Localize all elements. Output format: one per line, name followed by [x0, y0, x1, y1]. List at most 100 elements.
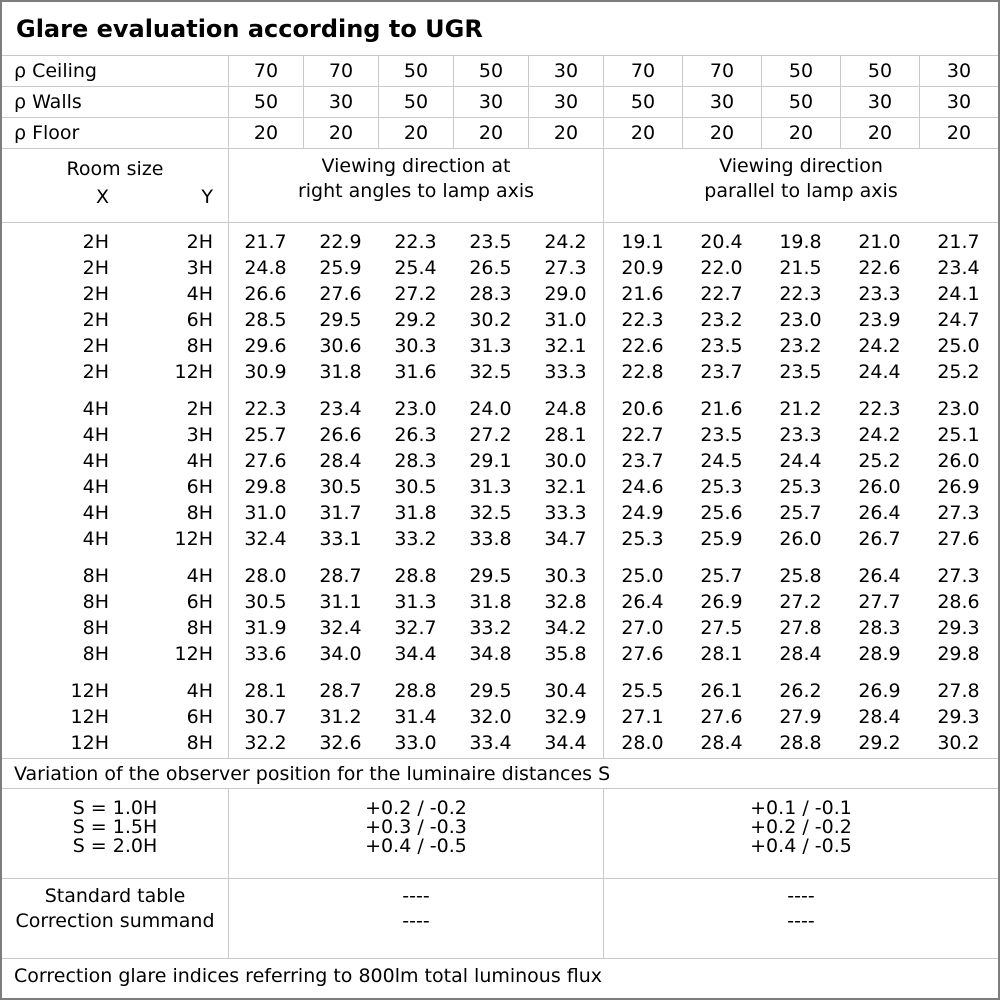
reflectance-value-cell: 30 — [682, 87, 761, 117]
ugr-value-cell: 34.4 — [394, 643, 437, 665]
ugr-value-cell: 23.2 — [779, 335, 822, 357]
ugr-value-cell: 26.9 — [700, 591, 743, 613]
block-gap — [2, 667, 998, 678]
room-size-y-cell: 2H — [186, 398, 213, 420]
ugr-value-cell: 29.1 — [469, 450, 512, 472]
room-size-y-cell: 6H — [186, 309, 213, 331]
block-gap — [2, 385, 998, 396]
ugr-value-cell: 21.6 — [621, 283, 664, 305]
reflectance-value-cell: 70 — [228, 56, 303, 86]
ugr-value-cell: 20.4 — [700, 231, 743, 253]
reflectance-value-cell: 50 — [378, 87, 453, 117]
table-header-row: Room size X Y Viewing direction at right… — [2, 149, 998, 223]
ugr-values-section: 2H 2H 21.7 22.9 22.3 23.5 24.2 19.1 20.4 19.8 21.0… — [2, 223, 998, 759]
ugr-value-cell: 23.5 — [700, 424, 743, 446]
ugr-value-cell: 32.8 — [544, 591, 587, 613]
ugr-table-row: 2H 3H 24.8 25.9 25.4 26.5 27.3 20.9 22.0 21.5 22.6… — [2, 255, 998, 281]
ugr-value-cell: 25.7 — [244, 424, 287, 446]
ugr-value-cell: 28.3 — [469, 283, 512, 305]
ugr-value-cell: 30.9 — [244, 361, 287, 383]
parallel-header-line2: parallel to lamp axis — [704, 180, 898, 202]
room-size-x-cell: 12H — [70, 732, 109, 754]
room-size-y-cell: 6H — [186, 591, 213, 613]
room-size-x-cell: 2H — [82, 335, 109, 357]
ugr-value-cell: 33.0 — [394, 732, 437, 754]
ugr-value-cell: 19.8 — [779, 231, 822, 253]
room-size-x-cell: 4H — [82, 528, 109, 550]
ugr-value-cell: 23.2 — [700, 309, 743, 331]
room-size-x-cell: 8H — [82, 591, 109, 613]
right-angles-group-header: Viewing direction at right angles to lam… — [228, 149, 603, 222]
ugr-value-cell: 31.3 — [469, 476, 512, 498]
room-size-x-cell: 2H — [82, 283, 109, 305]
ugr-value-cell: 31.4 — [394, 706, 437, 728]
ugr-value-cell: 25.0 — [621, 565, 664, 587]
ugr-value-cell: 30.6 — [319, 335, 362, 357]
ugr-value-cell: 28.0 — [244, 565, 287, 587]
ugr-value-cell: 21.7 — [244, 231, 287, 253]
ugr-value-cell: 28.4 — [779, 643, 822, 665]
ugr-value-cell: 26.0 — [858, 476, 901, 498]
ugr-value-cell: 31.3 — [394, 591, 437, 613]
room-size-y-cell: 4H — [186, 680, 213, 702]
correction-values-parallel: ---- ---- — [603, 879, 998, 958]
ugr-table-row: 2H 6H 28.5 29.5 29.2 30.2 31.0 22.3 23.2 23.0 23.9… — [2, 307, 998, 333]
ugr-value-cell: 24.4 — [779, 450, 822, 472]
ugr-value-cell: 28.3 — [394, 450, 437, 472]
ugr-value-cell: 27.6 — [319, 283, 362, 305]
reflectance-value-cell: 20 — [603, 118, 682, 148]
room-size-y-cell: 3H — [186, 257, 213, 279]
ugr-value-cell: 31.6 — [394, 361, 437, 383]
standard-table-label: Standard table — [44, 885, 186, 907]
ugr-table-row: 4H 3H 25.7 26.6 26.3 27.2 28.1 22.7 23.5 23.3 24.2… — [2, 422, 998, 448]
room-size-y-cell: 12H — [174, 528, 213, 550]
ugr-value-cell: 22.3 — [394, 231, 437, 253]
ugr-value-cell: 30.7 — [244, 706, 287, 728]
ugr-table-row: 8H 6H 30.5 31.1 31.3 31.8 32.8 26.4 26.9 27.2 27.7… — [2, 589, 998, 615]
ugr-value-cell: 26.7 — [858, 528, 901, 550]
ugr-value-cell: 27.2 — [469, 424, 512, 446]
s-values-parallel: +0.1 / -0.1 +0.2 / -0.2 +0.4 / -0.5 — [603, 789, 998, 878]
ugr-table-row: 12H 8H 32.2 32.6 33.0 33.4 34.4 28.0 28.4 28.8 29.… — [2, 730, 998, 756]
ugr-value-cell: 31.9 — [244, 617, 287, 639]
reflectance-row: ρ Ceiling 70 70 50 50 30 70 70 50 50 30 — [2, 56, 998, 87]
ugr-value-cell: 34.8 — [469, 643, 512, 665]
ugr-value-cell: 23.3 — [858, 283, 901, 305]
room-size-y-cell: 8H — [186, 335, 213, 357]
ugr-value-cell: 30.3 — [394, 335, 437, 357]
reflectance-value-cell: 50 — [840, 56, 919, 86]
ugr-value-cell: 25.9 — [319, 257, 362, 279]
ugr-value-cell: 33.8 — [469, 528, 512, 550]
ugr-value-cell: 24.0 — [469, 398, 512, 420]
room-size-x-cell: 8H — [82, 565, 109, 587]
ugr-value-cell: 30.2 — [937, 732, 980, 754]
reflectance-value-cell: 20 — [228, 118, 303, 148]
ugr-value-cell: 23.3 — [779, 424, 822, 446]
ugr-value-cell: 26.9 — [937, 476, 980, 498]
s-label-1: S = 1.0H — [72, 797, 158, 819]
room-size-x-cell: 8H — [82, 617, 109, 639]
ugr-table-row: 8H 12H 33.6 34.0 34.4 34.8 35.8 27.6 28.1 28.4 28.… — [2, 641, 998, 667]
ugr-value-cell: 31.2 — [319, 706, 362, 728]
ugr-value-cell: 23.5 — [469, 231, 512, 253]
ugr-value-cell: 23.7 — [700, 361, 743, 383]
room-size-x-cell: 12H — [70, 706, 109, 728]
ugr-table-row: 12H 6H 30.7 31.2 31.4 32.0 32.9 27.1 27.6 27.9 28.… — [2, 704, 998, 730]
reflectance-value-cell: 70 — [603, 56, 682, 86]
room-size-y-cell: 6H — [186, 476, 213, 498]
room-size-label: Room size — [66, 158, 164, 180]
ugr-value-cell: 28.4 — [319, 450, 362, 472]
ugr-table-row: 2H 12H 30.9 31.8 31.6 32.5 33.3 22.8 23.7 23.5 24.… — [2, 359, 998, 385]
ugr-value-cell: 29.3 — [937, 706, 980, 728]
ugr-value-cell: 28.1 — [700, 643, 743, 665]
ugr-value-cell: 34.4 — [544, 732, 587, 754]
ugr-value-cell: 33.1 — [319, 528, 362, 550]
parallel-group-header: Viewing direction parallel to lamp axis — [603, 149, 998, 222]
ugr-value-cell: 22.3 — [244, 398, 287, 420]
ugr-value-cell: 32.5 — [469, 502, 512, 524]
reflectance-value-cell: 30 — [919, 56, 998, 86]
ugr-value-cell: 27.6 — [937, 528, 980, 550]
ugr-value-cell: 28.8 — [779, 732, 822, 754]
ugr-value-cell: 26.0 — [937, 450, 980, 472]
